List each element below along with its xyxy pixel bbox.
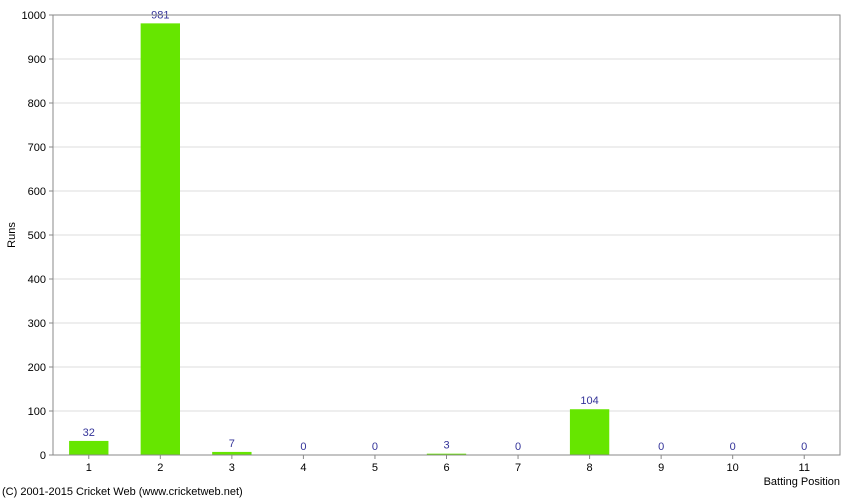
svg-text:900: 900 (28, 54, 46, 66)
svg-text:8: 8 (587, 462, 593, 474)
svg-text:0: 0 (730, 441, 736, 453)
svg-text:1000: 1000 (22, 10, 46, 22)
svg-text:Batting Position: Batting Position (764, 476, 840, 488)
svg-text:10: 10 (727, 462, 739, 474)
svg-text:3: 3 (443, 440, 449, 452)
svg-text:0: 0 (515, 441, 521, 453)
svg-text:11: 11 (799, 462, 810, 474)
copyright-footer: (C) 2001-2015 Cricket Web (www.cricketwe… (2, 486, 243, 498)
svg-text:0: 0 (372, 441, 378, 453)
chart-container: 0100200300400500600700800900100032198127… (0, 0, 850, 500)
svg-text:7: 7 (515, 462, 521, 474)
svg-text:1: 1 (86, 462, 92, 474)
svg-text:4: 4 (300, 462, 306, 474)
svg-text:5: 5 (372, 462, 378, 474)
svg-text:400: 400 (28, 274, 46, 286)
svg-text:9: 9 (658, 462, 664, 474)
svg-text:3: 3 (229, 462, 235, 474)
svg-text:2: 2 (157, 462, 163, 474)
svg-text:Runs: Runs (6, 222, 18, 248)
svg-text:0: 0 (40, 450, 46, 462)
svg-text:200: 200 (28, 362, 46, 374)
svg-text:104: 104 (580, 395, 598, 407)
svg-text:0: 0 (801, 441, 807, 453)
svg-text:0: 0 (658, 441, 664, 453)
svg-text:300: 300 (28, 318, 46, 330)
svg-text:7: 7 (229, 438, 235, 450)
runs-by-batting-position-chart: 0100200300400500600700800900100032198127… (0, 0, 850, 500)
svg-text:800: 800 (28, 98, 46, 110)
svg-text:32: 32 (83, 427, 95, 439)
svg-text:700: 700 (28, 142, 46, 154)
svg-text:100: 100 (28, 406, 46, 418)
svg-text:500: 500 (28, 230, 46, 242)
svg-text:6: 6 (443, 462, 449, 474)
svg-text:600: 600 (28, 186, 46, 198)
svg-text:0: 0 (300, 441, 306, 453)
